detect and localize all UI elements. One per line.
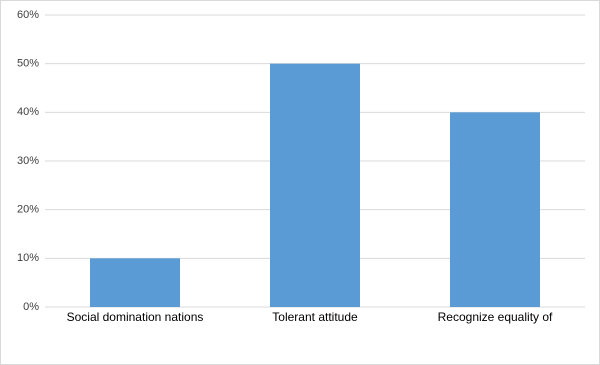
x-tick-label: Tolerant attitude	[272, 310, 358, 324]
y-tick-label: 20%	[17, 204, 39, 216]
bar	[90, 258, 180, 307]
y-tick-label: 0%	[23, 301, 39, 313]
x-tick-label: Recognize equality of	[437, 310, 553, 324]
y-tick-label: 50%	[17, 58, 39, 70]
bar	[270, 63, 360, 307]
y-tick-label: 10%	[17, 252, 39, 264]
y-tick-label: 40%	[17, 106, 39, 118]
y-tick-label: 60%	[17, 9, 39, 21]
x-tick-label: Social domination nations	[66, 310, 204, 324]
bar	[450, 112, 540, 307]
y-tick-label: 30%	[17, 155, 39, 167]
